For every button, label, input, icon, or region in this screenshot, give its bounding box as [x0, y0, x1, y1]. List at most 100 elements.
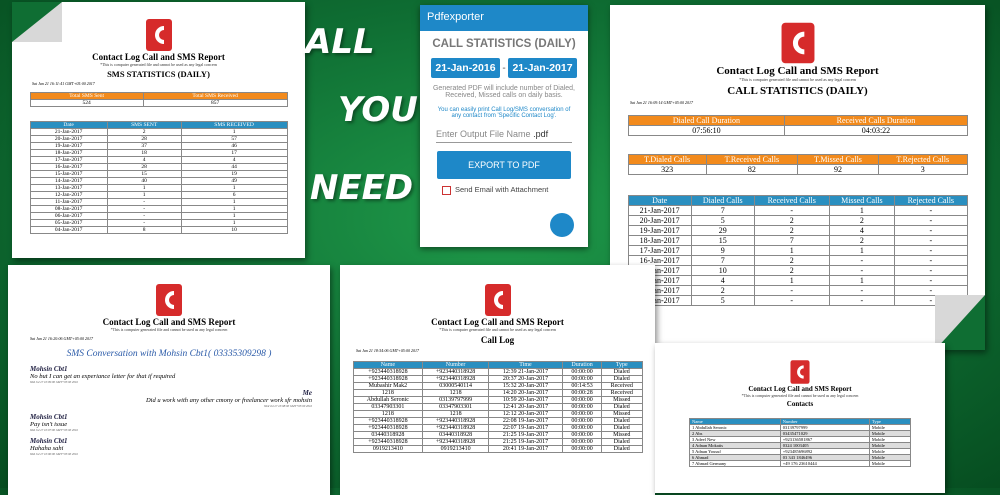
- header-cell: Type: [601, 361, 643, 369]
- header-cell: Total SMS Received: [142, 92, 288, 100]
- message-sender: Me: [302, 389, 312, 397]
- app-icon: [781, 22, 814, 64]
- table-cell: -: [753, 285, 830, 296]
- table-cell: Missed: [601, 410, 643, 418]
- doc-heading: Call Log: [480, 335, 515, 345]
- table-cell: 1: [106, 191, 182, 199]
- table-cell: 17-Jan-2017: [627, 245, 692, 256]
- page-curl: [935, 295, 985, 350]
- message-list: Mohsin Cbt1 No but I can get an experianc…: [8, 365, 330, 456]
- header-cell: T.Missed Calls: [796, 154, 879, 165]
- table-cell: 15: [690, 235, 755, 246]
- table-cell: 20-Jan-2017: [29, 135, 108, 143]
- table-row: 03440318928 03440318928 21:25 19-Jan-2017 0…: [352, 431, 643, 439]
- table-cell: 12-Jan-2017: [29, 191, 108, 199]
- doc-title: Contact Log Call and SMS Report: [748, 385, 852, 393]
- table-cell: -: [894, 275, 968, 286]
- table-cell: 44: [180, 163, 288, 171]
- table-cell: 17: [180, 149, 288, 157]
- table-row: 19-Jan-2017 29 2 4-: [627, 225, 968, 236]
- message-text: Did u work with any other cmony or freel…: [145, 397, 312, 404]
- checkbox-label: Send Email with Attachment: [455, 185, 549, 194]
- table-cell: +923440318928: [352, 438, 424, 446]
- folder-fab[interactable]: [550, 213, 574, 237]
- table-cell: 1: [106, 184, 182, 192]
- table-cell: 7 Ahmad Germany: [689, 460, 781, 467]
- table-cell: 49: [180, 177, 288, 185]
- input-placeholder: Enter Output File Name: [436, 129, 531, 139]
- doc-note: *This is computer generated file and can…: [741, 393, 859, 398]
- sms-statistics-document: Contact Log Call and SMS Report *This is…: [12, 2, 305, 258]
- doc-title: Contact Log Call and SMS Report: [431, 317, 564, 327]
- from-date-button[interactable]: 21-Jan-2016: [431, 58, 500, 78]
- table-cell: 03347903301: [352, 403, 424, 411]
- table-cell: 03139797999: [422, 396, 489, 404]
- table-cell: Mobile: [868, 460, 912, 467]
- header-cell: T.Rejected Calls: [877, 154, 968, 165]
- doc-title: Contact Log Call and SMS Report: [716, 65, 879, 77]
- contacts-document: Contact Log Call and SMS Report *This is…: [655, 343, 945, 493]
- screen-heading: CALL STATISTICS (DAILY): [432, 38, 576, 50]
- durations-table: Dialed Call Duration Received Calls Durat…: [627, 115, 968, 136]
- table-cell: 1: [828, 205, 896, 216]
- table-row: 17-Jan-2017 4 4: [29, 156, 288, 164]
- contacts-table: Name Number Type 1 Abdullah Seronic 03139797…: [689, 418, 912, 467]
- table-row: 11-Jan-2017-1: [29, 198, 288, 206]
- table-cell: 14-Jan-2017: [29, 177, 108, 185]
- table-row: Abdullah Seronic 03139797999 10:59 20-Jan-…: [352, 396, 643, 404]
- table-cell: Dialed: [601, 375, 643, 383]
- table-cell: -: [753, 205, 830, 216]
- table-cell: 00:00:00: [562, 396, 603, 404]
- table-cell: 15:32 20-Jan-2017: [487, 382, 564, 390]
- header-cell: Time: [487, 361, 564, 369]
- table-cell: 857: [142, 99, 288, 107]
- table-row: 13-Jan-2017 2- - -: [627, 285, 968, 296]
- header-cell: Date: [627, 195, 692, 206]
- message-time: Wed Jul 27 10:08:00 GMT+05:00 2016: [264, 404, 312, 408]
- message-sender: Mohsin Cbt1: [30, 413, 68, 421]
- table-cell: 00:14:53: [562, 382, 603, 390]
- extension: .pdf: [533, 129, 549, 139]
- table-row: 06-Jan-2017-1: [29, 212, 288, 220]
- message: Mohsin Cbt1 No but I can get an experianc…: [8, 365, 330, 384]
- table-cell: 12:41 20-Jan-2017: [487, 403, 564, 411]
- table-cell: 0919213410: [352, 445, 424, 453]
- table-cell: 03440318928: [352, 431, 424, 439]
- to-date-button[interactable]: 21-Jan-2017: [508, 58, 577, 78]
- table-cell: -: [894, 265, 968, 276]
- table-row: 14-Jan-2017 4 1 1-: [627, 275, 968, 286]
- hint: You can easily print Call Log/SMS conver…: [437, 107, 571, 119]
- table-cell: Received: [601, 382, 643, 390]
- table-cell: Missed: [601, 431, 643, 439]
- email-checkbox[interactable]: Send Email with Attachment: [442, 185, 588, 195]
- message: Me Did u work with any other cmony or fre…: [8, 389, 330, 408]
- export-button[interactable]: EXPORT TO PDF: [437, 151, 571, 179]
- header-cell: SMS SENT: [106, 121, 182, 129]
- table-cell: Dialed: [601, 403, 643, 411]
- table-row: 17-Jan-2017 9 1 1-: [627, 245, 968, 256]
- totals-table: T.Dialed Calls T.Received Calls T.Missed C…: [627, 154, 968, 175]
- table-cell: +923440318928: [352, 368, 424, 376]
- table-cell: +923440318928: [352, 417, 424, 425]
- table-cell: 15: [106, 170, 182, 178]
- table-cell: 3: [877, 164, 968, 175]
- header-cell: Received Calls Duration: [784, 115, 968, 126]
- table-cell: 2: [106, 128, 182, 136]
- table-cell: -: [828, 255, 896, 266]
- message-time: Wed Jul 27 10:07:00 GMT+05:00 2016: [30, 428, 78, 432]
- table-cell: 05-Jan-2017: [29, 219, 108, 227]
- table-row: 1 Abdullah Seronic 03139797999 Mobile: [689, 424, 912, 431]
- table-cell: 03347903301: [422, 403, 489, 411]
- table-cell: 00:00:00: [562, 410, 603, 418]
- table-cell: -: [894, 285, 968, 296]
- header-cell: Received Calls: [753, 195, 830, 206]
- table-cell: 00:00:00: [562, 417, 603, 425]
- message-sender: Mohsin Cbt1: [30, 437, 68, 445]
- table-cell: -: [106, 219, 182, 227]
- table-cell: 20:41 19-Jan-2017: [487, 445, 564, 453]
- file-name-input[interactable]: Enter Output File Name .pdf: [436, 129, 572, 143]
- table-row: 07:56:10 04:03:22: [627, 125, 968, 136]
- page-curl: [12, 2, 62, 42]
- table-row: 12-Jan-2017 1 6: [29, 191, 288, 199]
- table-cell: 29: [690, 225, 755, 236]
